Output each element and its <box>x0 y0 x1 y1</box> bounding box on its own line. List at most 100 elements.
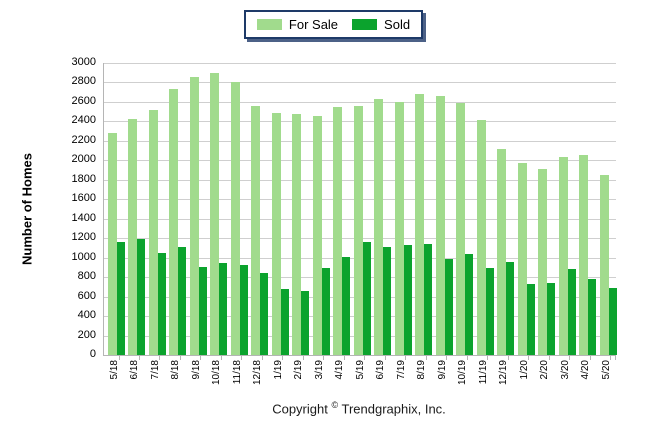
x-tick-label: 7/19 <box>395 360 407 380</box>
legend-label-for-sale: For Sale <box>288 17 339 32</box>
x-tick-mark <box>487 356 489 360</box>
bar-for-sale <box>435 96 445 355</box>
bar-sold <box>444 258 453 355</box>
bar-sold <box>465 253 474 355</box>
bar-for-sale <box>169 89 179 355</box>
y-tick-label: 1400 <box>71 211 96 224</box>
bar-for-sale <box>148 109 158 355</box>
bar-for-sale <box>230 81 240 355</box>
gridline <box>104 101 616 103</box>
x-tick-mark <box>589 356 591 360</box>
bar-sold <box>588 279 597 355</box>
plot-area <box>103 63 617 356</box>
bar-for-sale <box>517 163 527 355</box>
bar-sold <box>567 269 576 355</box>
bar-sold <box>547 282 556 355</box>
x-tick-mark <box>569 356 571 360</box>
bar-sold <box>526 283 535 355</box>
x-tick-mark <box>384 356 386 360</box>
y-tick-label: 2600 <box>71 94 96 107</box>
y-tick-label: 1600 <box>71 192 96 205</box>
x-tick-label: 8/19 <box>416 360 428 380</box>
x-tick-mark <box>466 356 468 360</box>
y-tick-label: 1800 <box>71 172 96 185</box>
x-tick-label: 4/19 <box>334 360 346 380</box>
y-tick-label: 1200 <box>71 231 96 244</box>
y-tick-label: 3000 <box>71 56 96 68</box>
bar-sold <box>157 252 166 355</box>
x-tick-mark <box>179 356 181 360</box>
bar-for-sale <box>210 72 220 355</box>
legend: For Sale Sold <box>244 10 423 39</box>
x-tick-mark <box>343 356 345 360</box>
y-tick-label: 2800 <box>71 75 96 88</box>
bar-for-sale <box>108 133 117 355</box>
y-axis-title: Number of Homes <box>19 153 35 265</box>
x-tick-mark <box>118 356 120 360</box>
legend-item-sold: Sold <box>352 17 410 32</box>
bar-sold <box>260 273 269 355</box>
y-tick-label: 0 <box>89 348 96 360</box>
x-tick-mark <box>615 356 616 360</box>
bar-sold <box>342 256 351 355</box>
x-tick-mark <box>241 356 243 360</box>
x-tick-label: 9/19 <box>436 360 448 380</box>
y-tick-label: 600 <box>77 289 96 302</box>
bar-for-sale <box>558 157 568 355</box>
bar-sold <box>362 242 371 355</box>
bar-sold <box>403 245 412 355</box>
bar-for-sale <box>374 99 384 355</box>
bar-for-sale <box>271 112 281 355</box>
x-tick-label: 1/20 <box>518 360 530 380</box>
x-tick-label: 12/18 <box>252 360 264 386</box>
bar-sold <box>198 267 207 355</box>
x-tick-label: 6/19 <box>375 360 387 380</box>
x-tick-label: 8/18 <box>170 360 182 380</box>
x-tick-mark <box>364 356 366 360</box>
bar-for-sale <box>497 148 507 355</box>
bar-for-sale <box>189 76 199 355</box>
bar-sold <box>280 288 289 355</box>
bar-for-sale <box>333 106 343 355</box>
x-tick-mark <box>138 356 140 360</box>
x-tick-label: 10/18 <box>211 360 223 386</box>
y-tick-label: 2400 <box>71 114 96 127</box>
bar-sold <box>137 239 146 355</box>
bar-for-sale <box>312 115 322 355</box>
for-sale-swatch-icon <box>256 19 282 30</box>
x-tick-label: 5/18 <box>109 360 120 380</box>
bar-sold <box>301 290 310 355</box>
x-tick-label: 5/20 <box>600 360 612 380</box>
x-tick-label: 6/18 <box>129 360 141 380</box>
gridline <box>104 63 616 64</box>
x-tick-mark <box>528 356 530 360</box>
bar-for-sale <box>456 102 466 355</box>
x-tick-mark <box>282 356 284 360</box>
bar-for-sale <box>128 119 138 355</box>
bar-for-sale <box>538 169 548 355</box>
x-tick-mark <box>261 356 263 360</box>
y-tick-label: 400 <box>77 309 96 322</box>
x-tick-label: 3/20 <box>559 360 571 380</box>
bar-for-sale <box>292 113 302 355</box>
x-tick-label: 1/19 <box>272 360 284 380</box>
sold-swatch-icon <box>352 19 378 30</box>
bar-for-sale <box>579 155 589 355</box>
copyright-prefix: Copyright <box>272 401 328 417</box>
x-tick-label: 11/19 <box>477 360 489 385</box>
x-tick-label: 2/20 <box>539 360 551 380</box>
y-tick-label: 2200 <box>71 133 96 146</box>
copyright-symbol: © <box>331 400 339 410</box>
y-tick-label: 200 <box>77 328 96 341</box>
bar-sold <box>239 265 248 355</box>
x-tick-label: 2/19 <box>293 360 305 380</box>
bar-for-sale <box>394 101 404 355</box>
x-tick-label: 7/18 <box>149 360 161 380</box>
x-tick-label: 11/18 <box>231 360 243 385</box>
bar-for-sale <box>353 105 363 355</box>
bar-sold <box>485 268 494 355</box>
bar-sold <box>219 262 228 355</box>
x-tick-mark <box>159 356 161 360</box>
legend-item-for-sale: For Sale <box>256 17 339 32</box>
x-tick-label: 3/19 <box>313 360 325 380</box>
